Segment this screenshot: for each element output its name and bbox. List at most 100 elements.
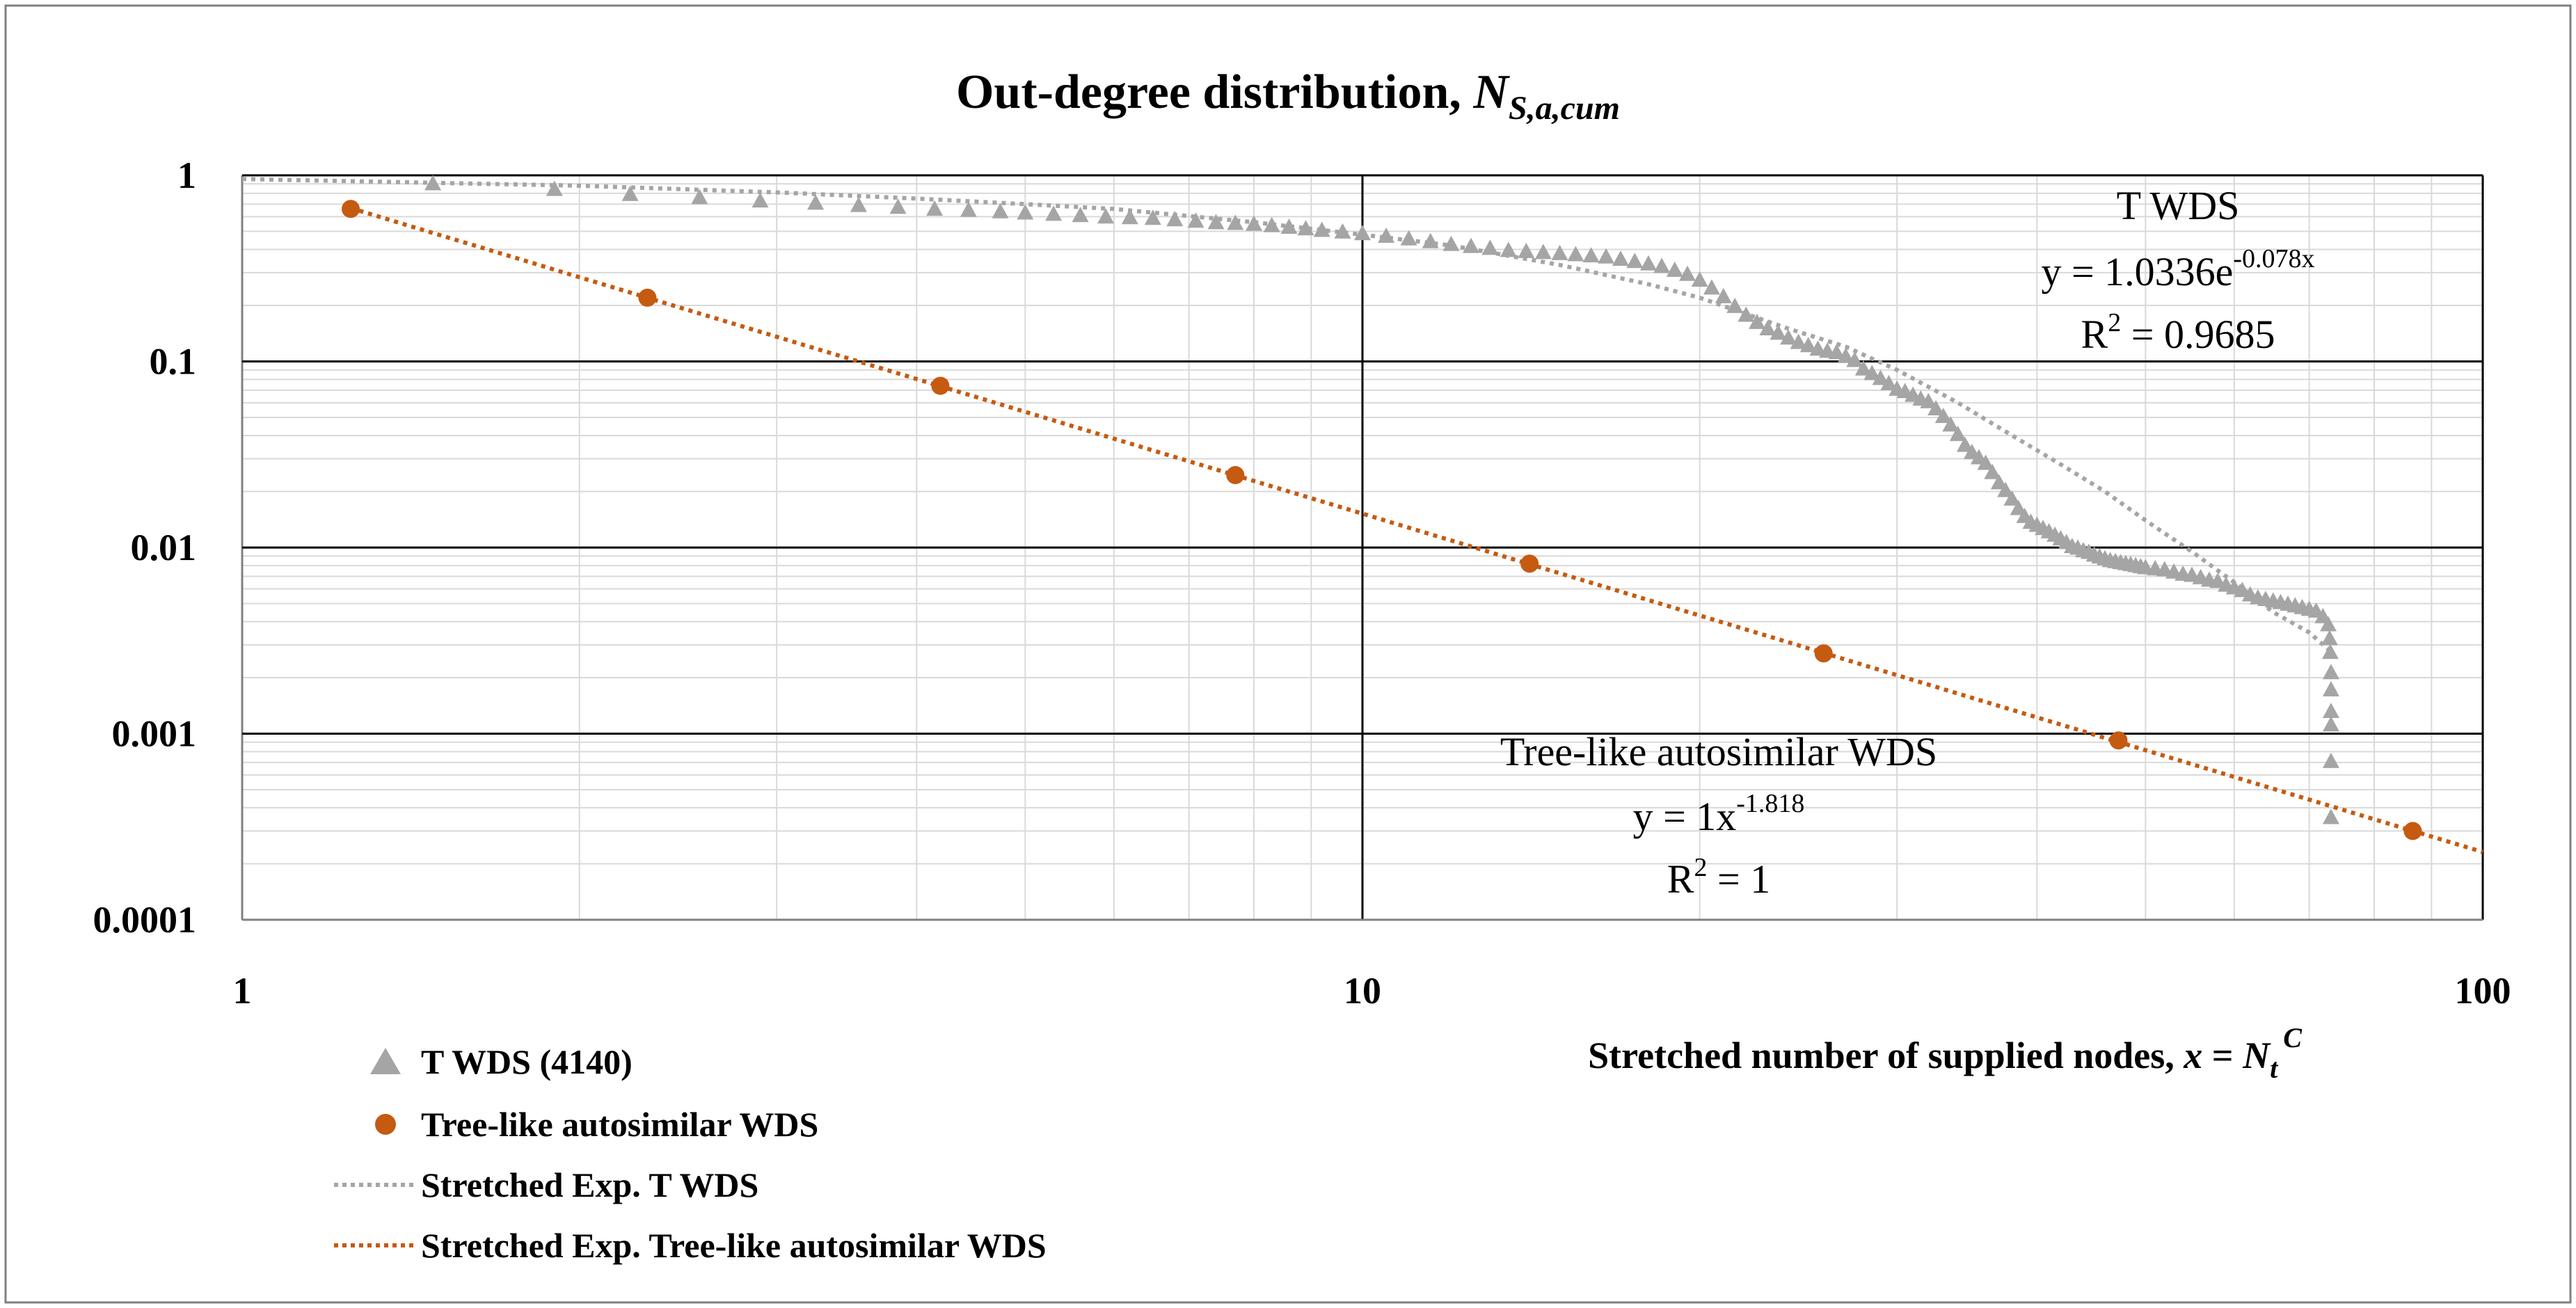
annotation-t-wds-r2: R2 = 0.9685: [2081, 308, 2275, 357]
data-point-t-wds: [2321, 630, 2338, 646]
data-point-t-wds: [850, 196, 867, 212]
data-point-t-wds: [1263, 216, 1280, 232]
data-point-t-wds: [1297, 220, 1314, 236]
legend-circle-icon: [375, 1114, 396, 1135]
annotation-tree-equation: y = 1x-1.818: [1633, 789, 1805, 839]
y-tick-label: 0.1: [150, 341, 197, 383]
data-point-t-wds: [2320, 616, 2337, 632]
data-point-t-wds: [1997, 481, 2014, 497]
y-axis-tick-labels: 1 0.1 0.01 0.001 0.0001: [93, 154, 197, 941]
data-point-t-wds: [1334, 223, 1351, 239]
data-point-t-wds: [1354, 225, 1371, 241]
data-point-t-wds: [1567, 246, 1584, 262]
data-point-t-wds: [1045, 205, 1063, 221]
trendline-t-wds: [241, 177, 2331, 653]
data-point-t-wds: [1920, 392, 1937, 408]
data-point-t-wds: [1598, 248, 1615, 264]
data-point-t-wds: [1854, 360, 1872, 376]
data-point-t-wds: [1990, 474, 2007, 490]
data-point-t-wds: [1378, 228, 1395, 243]
data-point-t-wds: [1612, 250, 1629, 266]
data-point-tree-like: [342, 200, 360, 218]
data-point-t-wds: [1977, 454, 1994, 470]
trendlines: [241, 177, 2483, 854]
data-point-t-wds: [1463, 237, 1479, 253]
data-point-t-wds: [1880, 374, 1898, 390]
data-point-t-wds: [1770, 324, 1787, 340]
data-point-t-wds: [1500, 241, 1517, 257]
data-point-tree-like: [1520, 555, 1539, 573]
data-point-t-wds: [1422, 232, 1439, 248]
data-point-t-wds: [424, 175, 442, 191]
trendline-tree-like: [350, 206, 2483, 854]
data-point-t-wds: [1942, 416, 1959, 432]
data-point-t-wds: [1097, 208, 1115, 224]
data-point-t-wds: [1166, 211, 1184, 227]
data-point-t-wds: [1799, 337, 1817, 353]
data-point-t-wds: [1246, 215, 1262, 231]
legend-item-fit-t-wds: Stretched Exp. T WDS: [334, 1165, 758, 1204]
data-point-tree-like: [2109, 731, 2128, 750]
data-point-t-wds: [2003, 490, 2021, 506]
data-point-t-wds: [1828, 344, 1845, 360]
data-point-t-wds: [2322, 664, 2339, 680]
annotation-tree-r2: R2 = 1: [1667, 853, 1770, 902]
data-point-t-wds: [1846, 351, 1863, 367]
data-point-tree-like: [931, 376, 950, 395]
data-point-t-wds: [621, 185, 639, 201]
data-point-t-wds: [1017, 204, 1034, 220]
data-point-t-wds: [2321, 644, 2339, 660]
series-t-wds: [424, 175, 2339, 824]
x-axis-label: Stretched number of supplied nodes, x = …: [1588, 1022, 2303, 1084]
data-point-t-wds: [1956, 436, 1973, 452]
data-point-t-wds: [1626, 253, 1644, 269]
data-point-t-wds: [2322, 703, 2339, 718]
data-point-tree-like: [1814, 644, 1833, 663]
data-point-t-wds: [1863, 365, 1881, 381]
data-point-t-wds: [1582, 247, 1600, 263]
data-point-t-wds: [1949, 425, 1966, 441]
data-point-t-wds: [1400, 230, 1417, 246]
y-tick-label: 0.001: [112, 713, 197, 755]
data-point-t-wds: [1653, 257, 1671, 273]
legend-item-tree: Tree-like autosimilar WDS: [375, 1105, 818, 1144]
data-point-t-wds: [2156, 561, 2173, 577]
data-point-t-wds: [1313, 221, 1330, 237]
data-point-t-wds: [752, 192, 769, 208]
data-point-t-wds: [1144, 209, 1161, 225]
annotation-tree: Tree-like autosimilar WDS y = 1x-1.818 R…: [1500, 729, 1937, 902]
data-point-t-wds: [1715, 287, 1732, 303]
data-point-t-wds: [1837, 347, 1854, 363]
data-point-t-wds: [1121, 209, 1138, 225]
legend-label-fit-tree: Stretched Exp. Tree-like autosimilar WDS: [421, 1226, 1047, 1265]
data-point-t-wds: [2010, 500, 2027, 516]
annotation-tree-name: Tree-like autosimilar WDS: [1500, 729, 1937, 774]
data-point-t-wds: [1726, 297, 1744, 313]
x-axis-tick-labels: 1 10 100: [233, 970, 2511, 1012]
data-point-t-wds: [1790, 333, 1807, 349]
data-point-t-wds: [1691, 271, 1708, 287]
x-tick-label: 100: [2455, 970, 2511, 1012]
data-point-tree-like: [638, 288, 657, 307]
data-point-t-wds: [1551, 244, 1568, 260]
data-point-t-wds: [2322, 680, 2339, 696]
data-point-t-wds: [1809, 340, 1827, 356]
legend-label-fit-t-wds: Stretched Exp. T WDS: [421, 1165, 758, 1204]
legend-label-tree: Tree-like autosimilar WDS: [421, 1105, 818, 1144]
legend-item-fit-tree: Stretched Exp. Tree-like autosimilar WDS: [334, 1226, 1047, 1265]
data-point-t-wds: [960, 201, 977, 217]
data-point-t-wds: [1927, 400, 1945, 415]
data-point-t-wds: [926, 200, 944, 216]
data-point-t-wds: [1280, 218, 1298, 234]
data-point-tree-like: [2403, 822, 2422, 840]
data-point-t-wds: [2322, 716, 2339, 732]
data-point-t-wds: [1481, 239, 1499, 255]
data-point-t-wds: [1640, 255, 1657, 271]
data-point-t-wds: [1872, 369, 1889, 385]
x-tick-label: 10: [1344, 970, 1381, 1012]
series-tree-like: [342, 200, 2422, 840]
annotation-t-wds-name: T WDS: [2117, 183, 2240, 228]
data-point-t-wds: [1207, 214, 1225, 230]
data-point-t-wds: [546, 180, 563, 196]
data-point-t-wds: [1187, 212, 1204, 228]
